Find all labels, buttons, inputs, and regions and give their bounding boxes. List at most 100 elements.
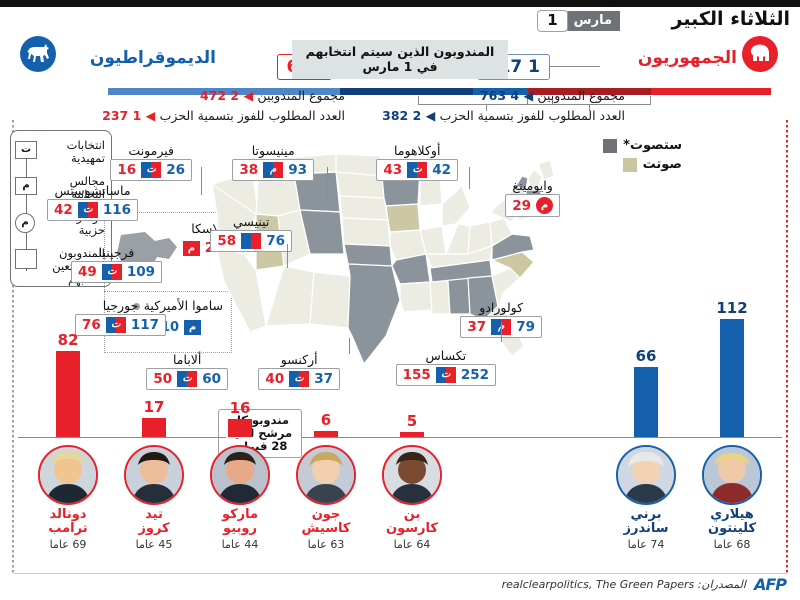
clinton-bar <box>720 319 744 437</box>
vermont-rep-delegates: 16 <box>117 162 137 178</box>
democrat-total-label: مجموع المندوبين <box>537 88 625 103</box>
republican-needed-label: العدد المطلوب للفوز بتسمية الحزب <box>159 108 345 123</box>
minnesota-rep-delegates: 38 <box>239 162 259 178</box>
legend-item-voted: صوتت <box>603 157 682 172</box>
legend-label-will-vote: ستصوت* <box>623 138 682 153</box>
colorado-dem-delegates: 79 <box>516 319 535 335</box>
republican-total-value: 2 472 <box>199 88 240 103</box>
minnesota-dem-delegates: 93 <box>288 162 307 178</box>
avatar <box>124 445 184 505</box>
left-dotted-border <box>12 120 14 575</box>
key-label-caucus-board: مجالس انتخابية <box>69 174 105 201</box>
sanders-first-name: برني <box>630 507 662 522</box>
primary-icon: ت <box>105 317 126 333</box>
georgia-dem-delegates: 117 <box>130 317 159 333</box>
rubio-delegates: 16 <box>229 399 251 417</box>
avatar <box>210 445 270 505</box>
samoa-dot-icon <box>132 303 140 310</box>
chart-axis <box>18 437 782 438</box>
oklahoma-dem-delegates: 42 <box>432 162 451 178</box>
callout-wyoming: وايومينغ م 29 <box>505 178 560 217</box>
key-badge-convention: م <box>15 213 35 233</box>
state-mi <box>441 184 471 227</box>
callout-vermont: فيرمونت 26 ت 16 <box>110 143 192 181</box>
primary-icon: ت <box>77 202 98 218</box>
leader-line-tennessee <box>287 244 288 268</box>
democrat-bar-stake <box>473 88 553 95</box>
state-sc <box>491 267 521 309</box>
state-name-minnesota: مينيسوتا <box>251 143 295 158</box>
arkansas-dem-delegates: 37 <box>314 371 333 387</box>
carson-last-name: كارسون <box>386 521 438 536</box>
state-values-georgia: 117 ت 76 <box>75 314 166 336</box>
state-name-colorado: كولورادو <box>479 300 524 315</box>
callout-oklahoma: أوكلاهوما 42 ت 43 <box>376 143 458 181</box>
state-nh <box>527 169 543 191</box>
state-ne <box>339 195 389 221</box>
elephant-icon <box>742 36 778 72</box>
afp-logo: AFP <box>753 575 787 594</box>
caucus-icon: م <box>263 162 284 178</box>
clinton-last-name: كلينتون <box>707 521 757 536</box>
cruz-delegates: 17 <box>143 398 165 416</box>
cruz-last-name: كروز <box>138 521 170 536</box>
carson-delegates: 5 <box>406 412 418 430</box>
leader-line-texas <box>501 322 502 342</box>
democrat-total-value: 4 763 <box>479 88 520 103</box>
state-values-massachusetts: 116 ت 42 <box>47 199 138 221</box>
date-badge: مارس 1 <box>537 10 620 32</box>
state-name-wyoming: وايومينغ <box>512 178 553 193</box>
republican-party-name: الجمهوريون <box>637 48 737 68</box>
republican-total-label: مجموع المندوبين <box>257 88 345 103</box>
samoa-label-text: ساموا الأميركية <box>143 298 223 313</box>
right-dotted-border <box>786 120 788 575</box>
samoa-label: ساموا الأميركية <box>132 298 223 313</box>
primary-icon: ت <box>407 162 428 178</box>
democrat-needed-label: العدد المطلوب للفوز بتسمية الحزب <box>439 108 625 123</box>
primary-icon: ت <box>435 367 456 383</box>
democrat-needed-delegates: العدد المطلوب للفوز بتسمية الحزب ◀ 2 382 <box>382 108 625 123</box>
state-co <box>299 209 345 255</box>
connector-line-left <box>550 66 600 67</box>
legend-item-will-vote: ستصوت* <box>603 138 682 153</box>
state-values-colorado: 79 م 37 <box>460 316 542 338</box>
footer-sources: المصدران: realclearpolitics, The Green P… <box>501 578 746 591</box>
leader-line-oklahoma <box>469 167 470 189</box>
democrat-bar-total <box>108 88 340 95</box>
delegates-at-stake-label: المندوبون الذين سيتم انتخابهم في 1 مارس <box>292 40 508 79</box>
state-wv <box>489 217 513 248</box>
republican-bracket-tick <box>589 104 590 111</box>
avatar <box>296 445 356 505</box>
state-values-texas: 252 ت 155 <box>395 364 496 386</box>
state-values-wyoming: م 29 <box>505 194 560 217</box>
state-name-oklahoma: أوكلاهوما <box>393 143 441 158</box>
georgia-rep-delegates: 76 <box>82 317 101 333</box>
callout-minnesota: مينيسوتا 93 م 38 <box>232 143 314 181</box>
state-values-virginia: 109 ت 49 <box>71 261 162 283</box>
date-day: 1 <box>537 10 568 32</box>
samoa-inset: ساموا الأميركية م 10 <box>104 290 232 353</box>
state-name-alabama: ألاباما <box>173 352 202 367</box>
clinton-age: 68 عاما <box>713 538 751 551</box>
alabama-rep-delegates: 50 <box>153 371 173 387</box>
sanders-age: 74 عاما <box>627 538 665 551</box>
callout-alabama: ألاباما 60 ت 50 <box>146 352 228 390</box>
arrow-icon: ◀ <box>425 108 436 123</box>
note-line-right <box>304 437 330 438</box>
state-me <box>537 159 555 181</box>
republican-needed-value: 1 237 <box>102 108 142 123</box>
arkansas-rep-delegates: 40 <box>265 371 285 387</box>
callout-arkansas: أركنسو 37 ت 40 <box>258 352 340 390</box>
state-ky <box>425 245 493 269</box>
carson-bar <box>400 432 424 437</box>
democrat-bar-needed <box>340 88 473 95</box>
trump-age: 69 عاما <box>49 538 87 551</box>
kasich-first-name: جون <box>311 507 341 522</box>
caucus-icon: م <box>536 197 553 214</box>
callout-colorado: كولورادو 79 م 37 <box>460 300 542 338</box>
avatar <box>382 445 442 505</box>
democrat-bracket-tick <box>486 104 487 111</box>
alabama-dem-delegates: 60 <box>202 371 221 387</box>
rubio-age: 44 عاما <box>221 538 259 551</box>
kasich-age: 63 عاما <box>307 538 345 551</box>
